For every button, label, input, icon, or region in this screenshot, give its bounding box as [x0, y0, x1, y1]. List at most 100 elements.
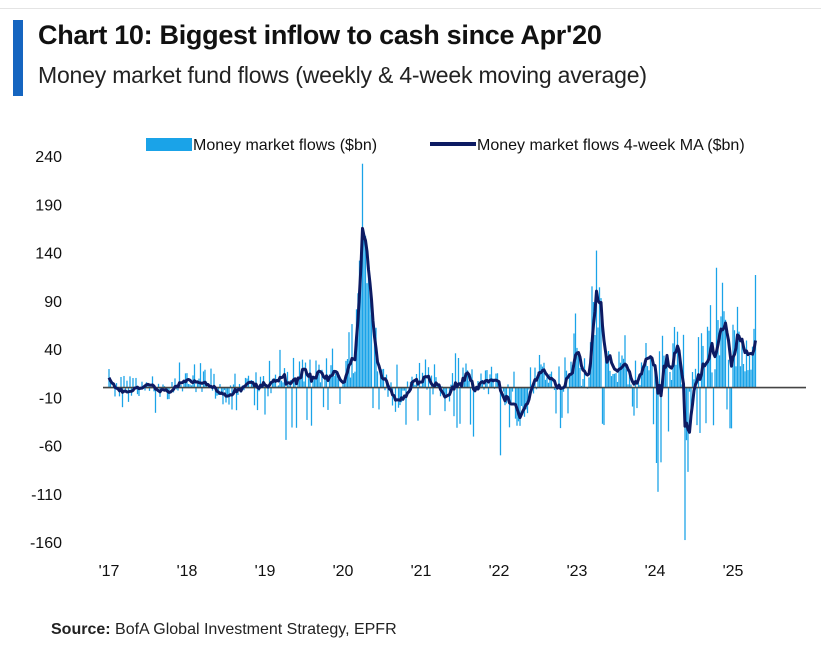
weekly-flow-bar — [597, 327, 599, 388]
weekly-flow-bar — [534, 367, 536, 388]
legend-bar-swatch — [146, 138, 192, 151]
weekly-flow-bar — [379, 369, 382, 388]
weekly-flow-bar — [637, 380, 640, 388]
weekly-flow-bar — [199, 363, 202, 388]
weekly-flow-bar — [319, 382, 322, 388]
weekly-flow-bar — [747, 370, 749, 388]
top-rule — [0, 8, 821, 9]
weekly-flow-bar — [298, 361, 301, 388]
weekly-flow-bar — [481, 379, 484, 388]
weekly-flow-bar — [253, 387, 256, 406]
weekly-flow-bar — [387, 387, 389, 397]
weekly-flow-bar — [363, 237, 365, 388]
weekly-flow-bar — [132, 378, 134, 388]
weekly-flow-bar — [582, 379, 584, 388]
x-tick-label: '20 — [333, 563, 354, 580]
weekly-flow-bar — [181, 387, 184, 392]
weekly-flow-bar — [666, 361, 668, 388]
weekly-flow-bar — [742, 363, 745, 388]
weekly-flow-bar — [114, 387, 116, 397]
weekly-flow-bar — [726, 387, 728, 410]
weekly-flow-bar — [751, 346, 754, 388]
weekly-flow-bar — [684, 387, 686, 541]
y-tick-label: 190 — [35, 197, 62, 214]
weekly-flow-bar — [162, 384, 164, 388]
weekly-flow-bar — [580, 385, 583, 388]
weekly-flow-bar — [457, 357, 460, 388]
weekly-flow-bar — [651, 357, 653, 388]
weekly-flow-bar — [592, 302, 595, 388]
weekly-flow-bar — [333, 375, 335, 388]
weekly-flow-bar — [741, 341, 743, 388]
weekly-flow-bar — [520, 387, 523, 406]
weekly-flow-bar — [487, 387, 490, 395]
weekly-flow-bar — [157, 383, 160, 388]
weekly-flow-bar — [174, 378, 176, 388]
weekly-flow-bar — [378, 387, 380, 410]
chart-canvas: Money market flows ($bn) Money market fl… — [30, 137, 806, 580]
weekly-flow-bar — [339, 387, 341, 404]
weekly-flow-bar — [643, 360, 646, 388]
weekly-flow-bar — [445, 387, 448, 398]
weekly-flow-bar — [310, 387, 313, 426]
weekly-flow-bar — [318, 364, 320, 388]
weekly-flow-bar — [568, 374, 571, 388]
weekly-flow-bar — [324, 377, 326, 388]
weekly-flow-bar — [451, 373, 454, 388]
weekly-flow-bar — [712, 387, 715, 426]
weekly-flow-bar — [153, 387, 155, 392]
weekly-flow-bar — [523, 387, 526, 417]
weekly-flow-bar — [519, 387, 521, 426]
chart-legend: Money market flows ($bn) Money market fl… — [146, 137, 745, 154]
weekly-flow-bar — [468, 380, 470, 388]
weekly-flow-bar — [711, 372, 713, 388]
weekly-flow-bar — [313, 378, 316, 388]
x-tick-label: '25 — [723, 563, 744, 580]
weekly-flow-bar — [564, 357, 566, 388]
chart-subtitle: Money market fund flows (weekly & 4-week… — [38, 62, 647, 88]
weekly-flow-bar — [670, 379, 673, 388]
weekly-flow-bar — [405, 387, 407, 425]
weekly-flow-bar — [685, 387, 688, 441]
weekly-flow-bar — [300, 377, 302, 388]
weekly-flow-bar — [471, 369, 473, 388]
weekly-flow-bar — [594, 335, 596, 388]
weekly-flow-bar — [546, 377, 548, 388]
weekly-flow-bar — [397, 387, 400, 408]
weekly-flow-bar — [267, 387, 269, 397]
weekly-flow-bar — [369, 292, 371, 388]
weekly-flow-bar — [417, 387, 419, 421]
weekly-flow-bar — [579, 367, 581, 388]
weekly-flow-bar — [625, 369, 628, 388]
weekly-flow-bar — [352, 373, 355, 388]
x-tick-label: '23 — [567, 563, 588, 580]
weekly-flow-bar — [412, 381, 415, 388]
weekly-flow-bar — [256, 387, 259, 411]
weekly-flow-bar — [183, 381, 185, 388]
weekly-flow-bar — [180, 384, 182, 388]
weekly-flow-bar — [229, 385, 232, 388]
weekly-flow-bar — [129, 376, 131, 388]
weekly-flow-bar — [196, 380, 199, 388]
weekly-flow-bar — [735, 366, 737, 388]
weekly-flow-bar — [358, 260, 361, 388]
weekly-flow-bar — [549, 373, 551, 388]
weekly-flow-bar — [361, 163, 364, 388]
weekly-flow-bar — [222, 387, 224, 405]
weekly-flow-bar — [190, 385, 193, 388]
weekly-flow-bar — [115, 383, 118, 388]
weekly-flow-bar — [214, 387, 217, 399]
weekly-flow-bar — [264, 387, 266, 415]
weekly-flow-bar — [343, 382, 346, 388]
weekly-flow-bar — [631, 387, 634, 407]
weekly-flow-bar — [141, 381, 143, 388]
weekly-flow-bar — [609, 370, 611, 388]
weekly-flow-bar — [429, 387, 431, 416]
weekly-flow-bar — [522, 387, 524, 410]
weekly-flow-bar — [543, 362, 545, 388]
weekly-flow-bar — [553, 387, 556, 391]
weekly-flow-bar — [399, 387, 401, 406]
weekly-flow-bar — [406, 381, 409, 388]
weekly-flow-bar — [177, 387, 179, 391]
y-axis: 240 190 140 90 40 -10 -60 -110 -160 — [30, 149, 62, 552]
